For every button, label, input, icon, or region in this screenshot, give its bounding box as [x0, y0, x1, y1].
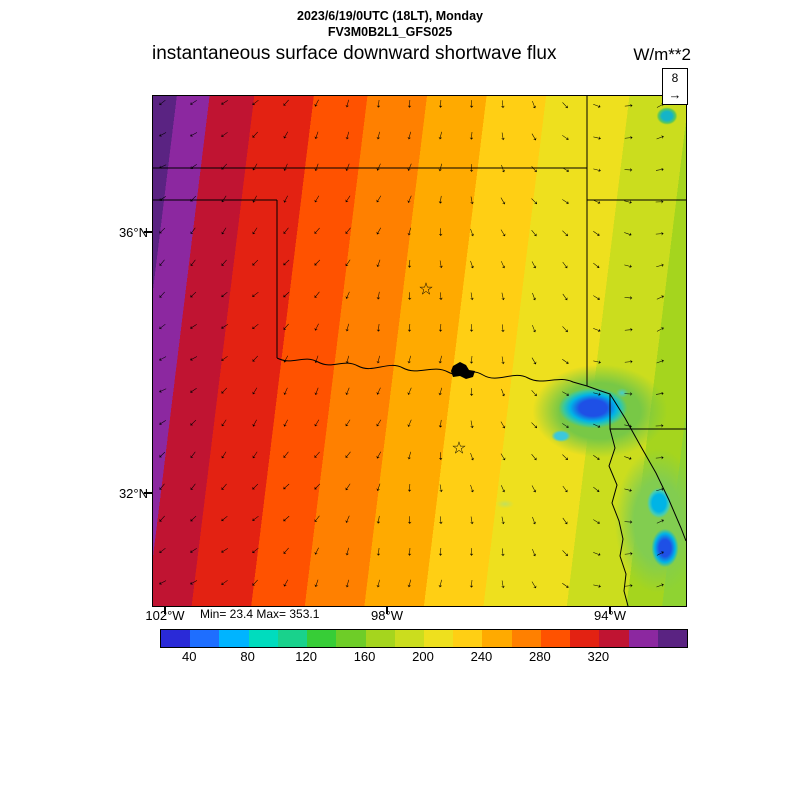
lon-tick-mark	[164, 606, 166, 614]
state-borders	[153, 96, 686, 606]
model-run-title: FV3M0B2L1_GFS025	[327, 25, 453, 39]
map-panel: → → → → → → → → → → → → → → → → → → → → → → → → → → → → → → → → → → → → → → → →…	[152, 68, 688, 607]
red-river-louisiana	[609, 393, 686, 542]
colorbar-tick-label: 80	[240, 649, 255, 664]
colorbar-segment	[277, 630, 308, 647]
minmax-stats: Min= 23.4 Max= 353.1	[200, 607, 320, 621]
cloud-patches	[153, 96, 686, 606]
red-river	[276, 357, 588, 387]
colorbar-tick-label: 320	[587, 649, 610, 664]
lat-tick-label-36n: 36°N	[118, 225, 148, 240]
open-star-marker-dfw: ☆	[451, 438, 467, 458]
lon-tick-mark	[609, 606, 611, 614]
datetime-title: 2023/6/19/0UTC (18LT), Monday	[297, 9, 483, 23]
lon-tick-label-94w: 94°W	[594, 608, 626, 623]
colorbar-segment	[219, 630, 249, 647]
colorbar-tick-label: 40	[181, 649, 197, 664]
lon-tick-mark	[386, 606, 388, 614]
colorbar-segment	[307, 630, 337, 647]
colorbar-segment	[570, 630, 600, 647]
colorbar-segment	[511, 630, 541, 647]
colorbar-segment	[482, 630, 512, 647]
lat-tick-mark	[144, 492, 152, 494]
city-markers: ☆ ☆	[153, 96, 686, 606]
colorbar	[160, 629, 688, 648]
wind-reference-box: 8 →	[662, 68, 688, 105]
wind-reference-value: 8	[671, 71, 679, 85]
plot-title: instantaneous surface downward shortwave…	[152, 43, 557, 64]
lat-tick-label-32n: 32°N	[118, 486, 148, 501]
colorbar-segment	[161, 630, 191, 647]
border-east-texas	[586, 385, 629, 606]
colorbar-segment	[657, 630, 687, 647]
colorbar-tick-label: 240	[470, 649, 493, 664]
colorbar-tick-label: 280	[529, 649, 551, 664]
colorbar-segment	[628, 630, 658, 647]
lon-tick-label-102w: 102°W	[145, 608, 185, 623]
colorbar-segment	[365, 630, 395, 647]
units-label: W/m**2	[633, 45, 691, 64]
colorbar-ticks: 40 80 120 160 200 240 280 320	[160, 649, 686, 665]
lake-texoma	[451, 362, 475, 379]
colorbar-segment	[453, 630, 483, 647]
colorbar-segment	[423, 630, 454, 647]
colorbar-tick-label: 160	[353, 649, 376, 664]
colorbar-segment	[248, 630, 278, 647]
lon-tick-label-98w: 98°W	[371, 608, 403, 623]
colorbar-segment	[336, 630, 366, 647]
colorbar-segment	[599, 630, 629, 647]
colorbar-segment	[394, 630, 424, 647]
colorbar-segment	[540, 630, 571, 647]
open-star-marker-okc: ☆	[418, 279, 434, 299]
colorbar-tick-label: 120	[295, 649, 317, 664]
colorbar-segment	[190, 630, 220, 647]
wind-reference-arrow-icon: →	[668, 87, 682, 102]
lat-tick-mark	[144, 231, 152, 233]
colorbar-tick-label: 200	[412, 649, 434, 664]
